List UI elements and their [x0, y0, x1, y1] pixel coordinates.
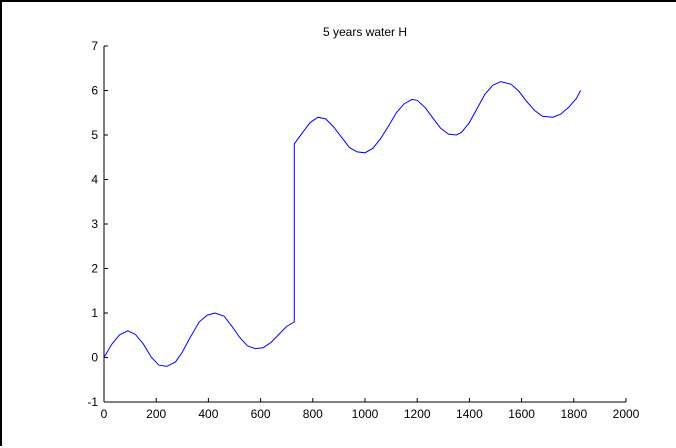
y-tick-label: 2 — [91, 262, 98, 276]
y-axis-ticks: -1 0 1 2 3 4 5 6 7 — [87, 39, 108, 409]
x-tick-label: 600 — [251, 407, 271, 421]
series-line — [103, 81, 582, 367]
x-tick-label: 0 — [101, 407, 108, 421]
x-axis-ticks: 0 200 400 600 800 1000 1200 1400 1600 1800 2000 — [101, 398, 640, 421]
x-tick-label: 1600 — [508, 407, 535, 421]
x-tick-label: 1400 — [456, 407, 483, 421]
y-tick-label: 7 — [91, 39, 98, 53]
y-tick-label: 6 — [91, 84, 98, 98]
y-tick-label: -1 — [87, 395, 98, 409]
x-tick-label: 200 — [146, 407, 166, 421]
x-tick-label: 1800 — [560, 407, 587, 421]
y-tick-label: 4 — [91, 173, 98, 187]
x-tick-label: 2000 — [613, 407, 640, 421]
y-tick-label: 3 — [91, 217, 98, 231]
y-tick-label: 5 — [91, 128, 98, 142]
y-tick-label: 1 — [91, 306, 98, 320]
x-tick-label: 1200 — [404, 407, 431, 421]
x-tick-label: 1000 — [352, 407, 379, 421]
plot-area — [104, 46, 626, 402]
chart-title: 5 years water H — [323, 25, 407, 39]
x-tick-label: 400 — [198, 407, 218, 421]
x-tick-label: 800 — [303, 407, 323, 421]
y-tick-label: 0 — [91, 351, 98, 365]
